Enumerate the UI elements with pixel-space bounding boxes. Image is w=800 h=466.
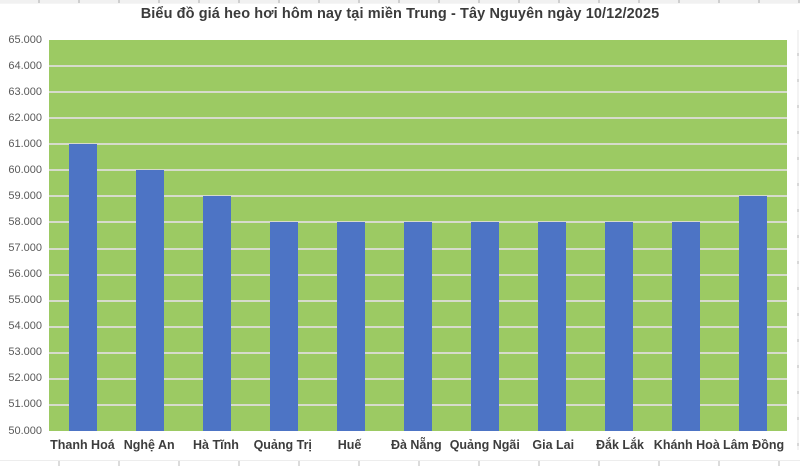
- bar-huế: [336, 222, 365, 431]
- x-tick-label: Đà Nẵng: [390, 438, 442, 452]
- x-tick-label: Thanh Hoá: [50, 438, 115, 452]
- bar-quảng-trị: [269, 222, 298, 431]
- bar-hà-tĩnh: [202, 196, 231, 431]
- y-tick-label: 64.000: [8, 59, 42, 72]
- y-tick-label: 58.000: [8, 215, 42, 228]
- bar-nghệ-an: [135, 170, 164, 431]
- y-tick-label: 63.000: [8, 85, 42, 98]
- chart-title: Biểu đồ giá heo hơi hôm nay tại miền Tru…: [140, 6, 660, 22]
- x-tick-label: Đắk Lắk: [596, 438, 644, 452]
- gridline: [49, 65, 787, 68]
- bar-khánh-hoà: [672, 222, 701, 431]
- gridline: [49, 117, 787, 120]
- x-tick-label: Huế: [337, 438, 362, 452]
- x-tick-label: Quảng Ngãi: [449, 438, 520, 452]
- x-tick-label: Hà Tĩnh: [193, 438, 239, 452]
- gridline: [49, 221, 787, 224]
- gridline: [49, 91, 787, 94]
- cropped-table-edge-top: [0, 0, 800, 4]
- bar-đắk-lắk: [605, 222, 634, 431]
- y-tick-label: 50.000: [8, 424, 42, 437]
- y-tick-label: 51.000: [8, 398, 42, 411]
- y-tick-label: 65.000: [8, 33, 42, 46]
- cropped-table-edge-bottom: [0, 460, 800, 466]
- y-tick-label: 61.000: [8, 137, 42, 150]
- y-tick-label: 52.000: [8, 372, 42, 385]
- x-tick-label: Lâm Đồng: [723, 438, 785, 452]
- y-tick-label: 60.000: [8, 163, 42, 176]
- gridline: [49, 169, 787, 172]
- bar-gia-lai: [538, 222, 567, 431]
- y-tick-label: 55.000: [8, 294, 42, 307]
- gridline: [49, 143, 787, 146]
- y-axis: 65.000 64.000 63.000 62.000 61.000 60.000 59.0…: [0, 34, 42, 437]
- cropped-table-edge-right: [797, 30, 799, 450]
- bar-quảng-ngãi: [471, 222, 500, 431]
- x-tick-label: Khánh Hoà: [653, 438, 720, 452]
- x-tick-label: Gia Lai: [532, 438, 575, 452]
- gridline: [49, 195, 787, 198]
- y-tick-label: 53.000: [8, 346, 42, 359]
- y-tick-label: 62.000: [8, 111, 42, 124]
- y-tick-label: 54.000: [8, 320, 42, 333]
- bar-thanh-hoá: [68, 144, 97, 431]
- x-axis: Thanh Hoá Nghệ An Hà Tĩnh Quảng Trị Huế Đà Nẵ…: [49, 438, 787, 458]
- bar-lâm-đồng: [739, 196, 768, 431]
- y-tick-label: 56.000: [8, 268, 42, 281]
- y-tick-label: 57.000: [8, 242, 42, 255]
- x-tick-label: Nghệ An: [123, 438, 175, 452]
- plot-area: [49, 40, 787, 431]
- x-tick-label: Quảng Trị: [253, 438, 312, 452]
- bar-đà-nẵng: [404, 222, 432, 431]
- y-tick-label: 59.000: [8, 189, 42, 202]
